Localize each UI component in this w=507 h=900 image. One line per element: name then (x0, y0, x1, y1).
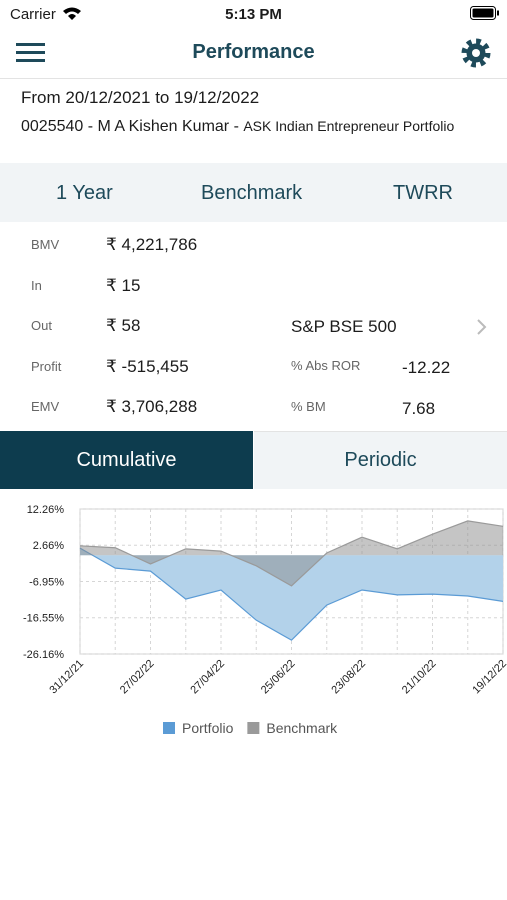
portfolio-name: ASK Indian Entrepreneur Portfolio (243, 118, 455, 134)
x-tick-label: 19/12/22 (470, 658, 507, 697)
stat-label: BMV (31, 237, 60, 252)
stat-label: Profit (31, 358, 62, 374)
legend-swatch (163, 722, 175, 734)
benchmark-name[interactable]: S&P BSE 500 (291, 317, 397, 336)
x-tick-label: 21/10/22 (400, 658, 439, 697)
stat-label: In (31, 277, 42, 293)
area-line (79, 547, 504, 641)
chevron[interactable] (476, 318, 488, 336)
tab[interactable]: 1 Year (56, 182, 113, 204)
tab[interactable]: Benchmark (201, 182, 303, 204)
stat-value: 7.68 (402, 398, 436, 418)
segment[interactable]: Periodic (254, 431, 507, 489)
header: From 20/12/2021 to 19/12/2022 0025540 - … (0, 79, 507, 163)
clock: 5:13 PM (225, 6, 282, 23)
y-tick-label: 2.66% (33, 540, 64, 552)
y-tick-label: 12.26% (27, 504, 65, 516)
area-line (79, 520, 504, 587)
settings-button[interactable] (460, 37, 492, 69)
x-tick-label: 27/04/22 (188, 658, 227, 697)
carrier: Carrier (10, 6, 56, 23)
area-fill (80, 520, 503, 586)
y-tick-label: -26.16% (23, 649, 64, 661)
account: 0025540 - M A Kishen Kumar - ASK Indian … (21, 115, 491, 138)
x-tick-label: 31/12/21 (47, 658, 86, 697)
stat-value: ₹ 58 (106, 316, 141, 335)
stat-label: Out (31, 318, 52, 333)
battery-icon (470, 6, 499, 20)
x-tick-label: 27/02/22 (118, 658, 157, 697)
x-tick-label: 23/08/22 (329, 658, 368, 697)
legend-label: Portfolio (182, 720, 234, 736)
status-bar: Carrier 5:13 PM (0, 0, 507, 28)
segment-active[interactable]: Cumulative (0, 431, 253, 489)
nav-title: Performance (192, 41, 315, 63)
x-tick-label: 25/06/22 (259, 658, 298, 697)
period: From 20/12/2021 to 19/12/2022 (21, 88, 260, 107)
stat-label: % BM (291, 398, 326, 414)
legend-swatch (247, 722, 260, 734)
chart: 12.26% 2.66% -6.95% -16.55% -26.16%31/12/21 2… (23, 504, 507, 736)
tab-bar: 1 Year Benchmark TWRR (0, 163, 507, 222)
menu-button[interactable] (16, 42, 46, 64)
area-fill (80, 548, 503, 641)
stat-value: -12.22 (402, 358, 451, 377)
legend-label: Benchmark (266, 720, 338, 736)
stat-label: EMV (31, 399, 60, 414)
wifi-icon (63, 7, 81, 20)
stat-label: % Abs ROR (291, 358, 361, 373)
y-tick-label: -6.95% (29, 577, 64, 589)
stat-value: ₹ 15 (106, 275, 141, 295)
y-tick-label: -16.55% (23, 613, 64, 625)
stat-value: ₹ -515,455 (106, 356, 189, 376)
tab[interactable]: TWRR (393, 182, 453, 204)
stat-value: ₹ 4,221,786 (106, 235, 198, 254)
account-name: 0025540 - M A Kishen Kumar - (21, 118, 244, 135)
nav-bar: Performance (0, 28, 507, 79)
stat-value: ₹ 3,706,288 (106, 397, 198, 416)
